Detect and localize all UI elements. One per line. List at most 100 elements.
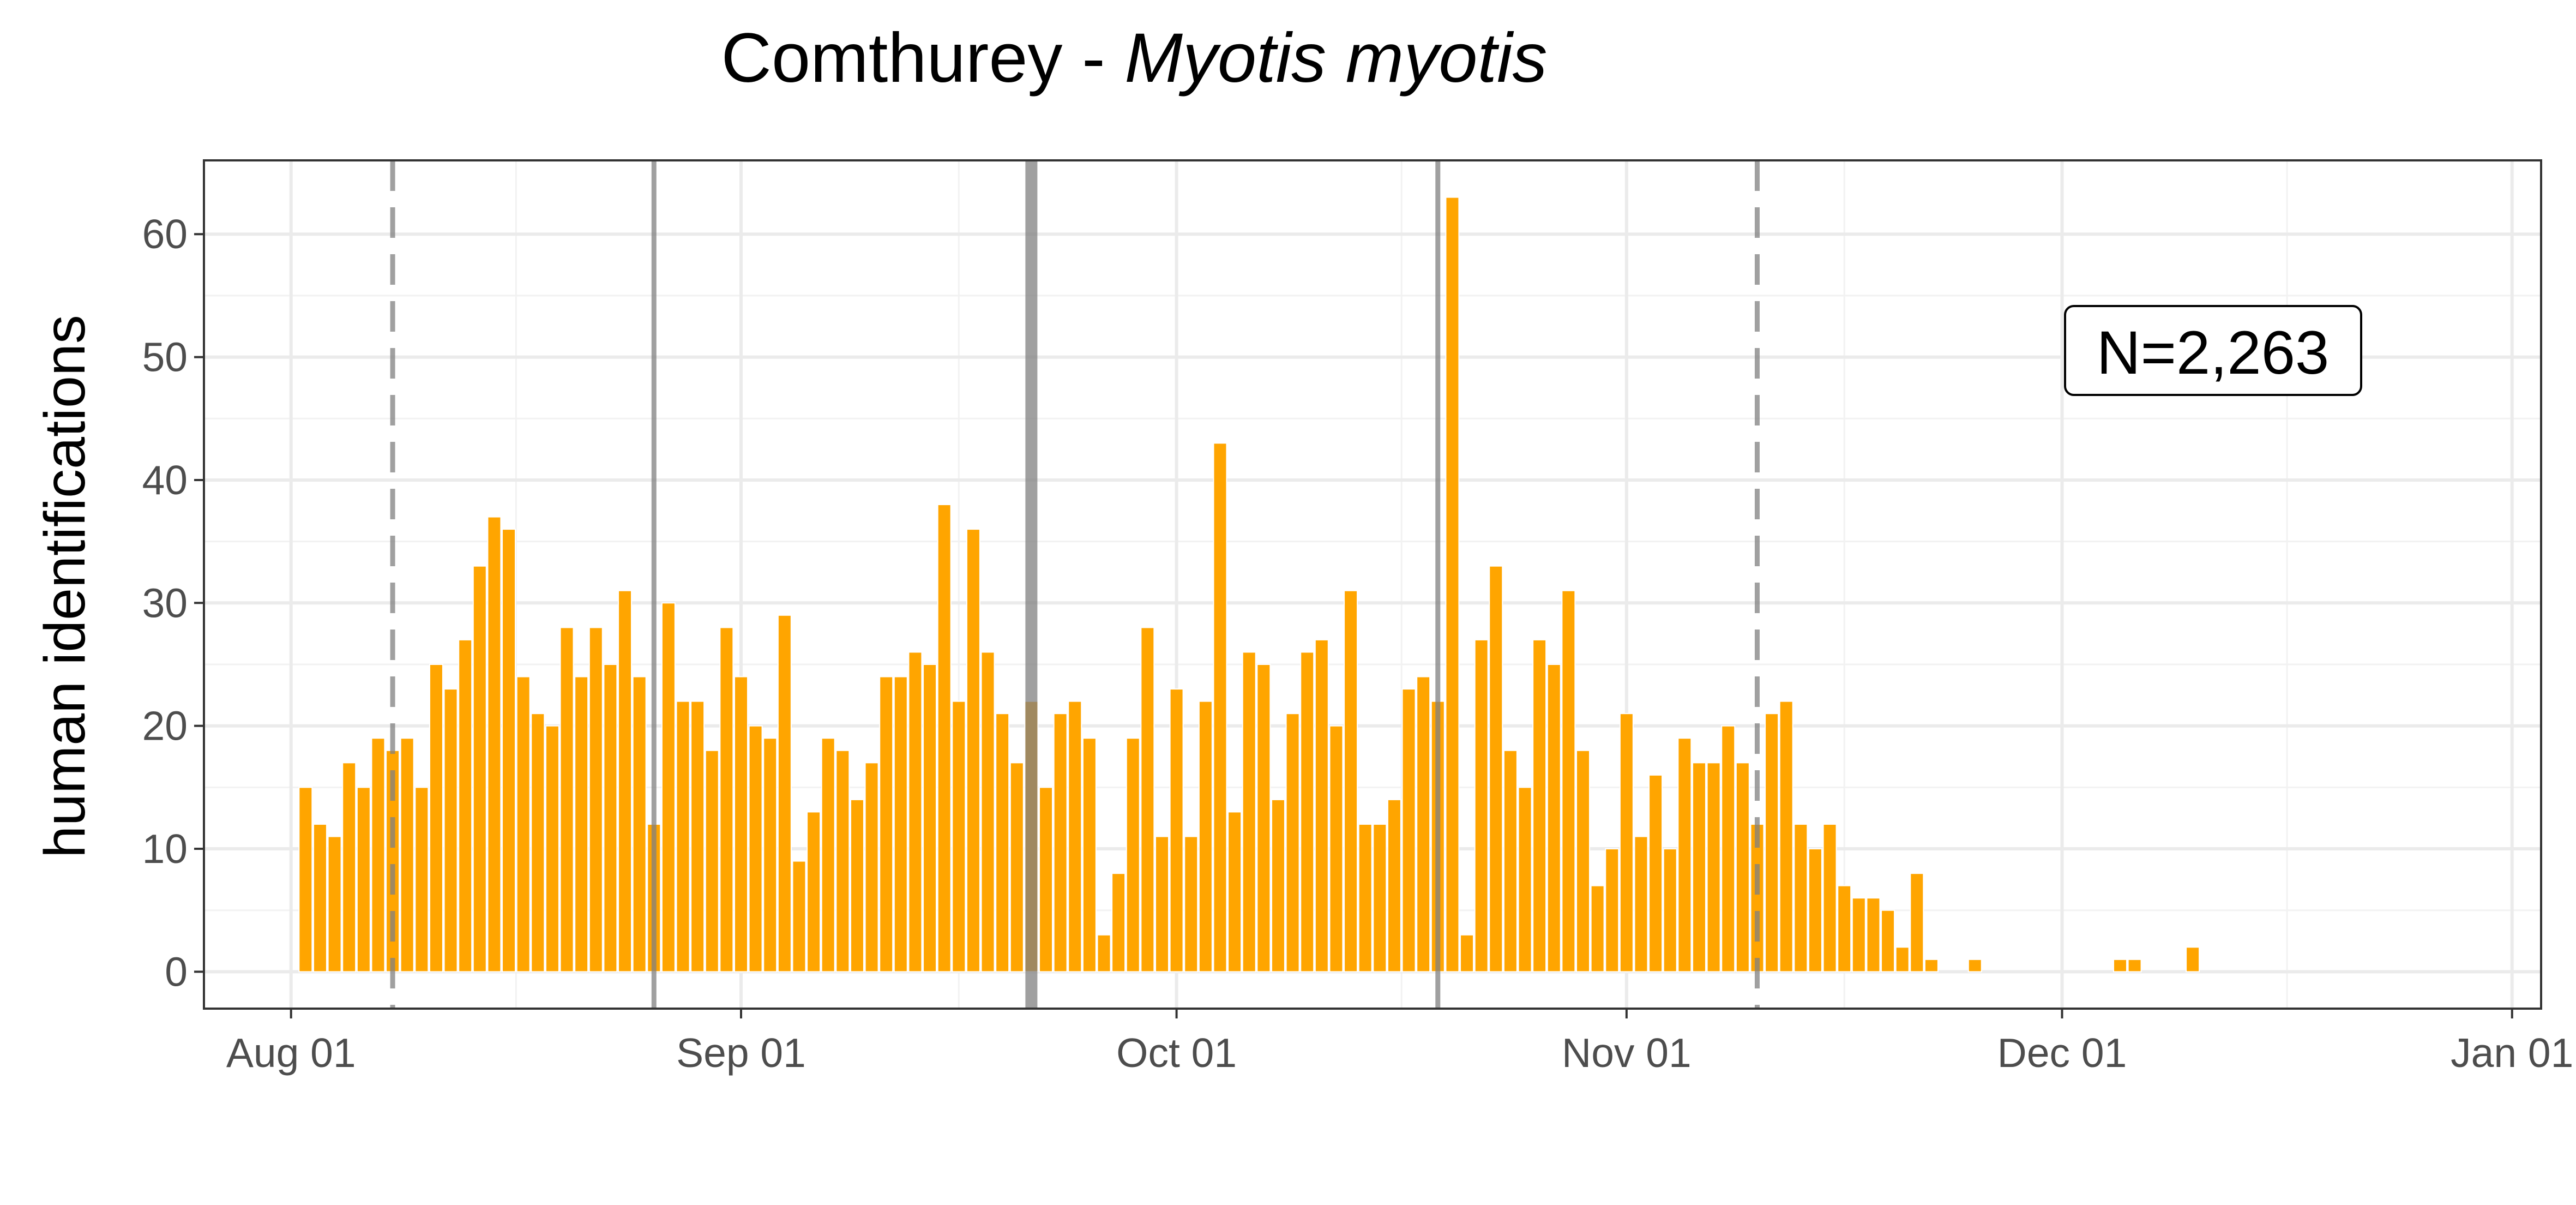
bar bbox=[937, 504, 952, 973]
bar bbox=[1460, 934, 1474, 973]
bar bbox=[1198, 700, 1213, 973]
bar bbox=[1416, 676, 1431, 973]
bar bbox=[1314, 639, 1329, 973]
bar bbox=[1735, 762, 1750, 973]
bar bbox=[1619, 713, 1634, 973]
bar bbox=[342, 762, 357, 973]
bar bbox=[1489, 565, 1503, 973]
bar bbox=[966, 529, 980, 973]
y-tick-label: 40 bbox=[142, 457, 188, 503]
bar bbox=[821, 738, 835, 973]
bar bbox=[893, 676, 908, 973]
bar bbox=[545, 725, 559, 973]
bar bbox=[952, 700, 966, 973]
x-tick-label: Dec 01 bbox=[1997, 1030, 2127, 1076]
bar bbox=[1837, 885, 1852, 973]
bar bbox=[1924, 958, 1939, 973]
bar bbox=[1126, 738, 1140, 973]
bar bbox=[414, 787, 429, 973]
bar bbox=[1169, 688, 1184, 973]
bar bbox=[792, 860, 806, 973]
x-tick-label: Oct 01 bbox=[1116, 1030, 1237, 1076]
bar bbox=[1765, 713, 1779, 973]
chart-title: Comthurey - Myotis myotis bbox=[721, 19, 1548, 97]
bar bbox=[1053, 713, 1068, 973]
bar bbox=[923, 663, 937, 973]
bar bbox=[312, 823, 327, 973]
bar bbox=[734, 676, 748, 973]
bar bbox=[1256, 663, 1271, 973]
chart-title-species: Myotis myotis bbox=[1124, 19, 1547, 97]
bar bbox=[1213, 442, 1227, 973]
bar bbox=[487, 516, 502, 973]
bar bbox=[1677, 738, 1692, 973]
bar bbox=[1082, 738, 1097, 973]
bar bbox=[1793, 823, 1808, 973]
y-tick-label: 0 bbox=[165, 949, 188, 994]
bar bbox=[1387, 799, 1401, 973]
bar bbox=[443, 688, 458, 973]
x-tick-label: Sep 01 bbox=[676, 1030, 806, 1076]
bar bbox=[1344, 590, 1358, 973]
bar bbox=[1590, 885, 1605, 973]
annotation-text: N=2,263 bbox=[2097, 319, 2330, 387]
bar bbox=[574, 676, 589, 973]
bar bbox=[516, 676, 531, 973]
bar bbox=[690, 700, 705, 973]
bar bbox=[1910, 873, 1924, 973]
bar bbox=[1808, 848, 1822, 973]
bar bbox=[763, 738, 778, 973]
axes: 0 10 20 30 40 50 60 Aug 01 Sep 01 Oct 01 Nov 01 Dec… bbox=[142, 211, 2574, 1076]
reference-lines bbox=[390, 160, 1760, 1009]
bar bbox=[1851, 897, 1866, 973]
bar bbox=[1576, 750, 1590, 973]
bar bbox=[1634, 836, 1648, 973]
bar bbox=[908, 651, 923, 973]
bar bbox=[705, 750, 719, 973]
x-tick-label: Jan 01 bbox=[2451, 1030, 2573, 1076]
bar bbox=[472, 565, 487, 973]
bar bbox=[1373, 823, 1387, 973]
bar bbox=[1329, 725, 1344, 973]
y-tick-label: 30 bbox=[142, 580, 188, 626]
bar bbox=[1967, 958, 1982, 973]
bar bbox=[980, 651, 995, 973]
bar bbox=[356, 787, 371, 973]
bar bbox=[1474, 639, 1489, 973]
bar bbox=[1546, 663, 1561, 973]
bar bbox=[864, 762, 879, 973]
bar bbox=[1895, 946, 1910, 973]
bar bbox=[661, 602, 676, 973]
bar bbox=[1648, 774, 1663, 973]
count-annotation: N=2,263 bbox=[2064, 305, 2362, 396]
bar bbox=[1227, 811, 1242, 973]
bars bbox=[298, 196, 2200, 973]
bar bbox=[1706, 762, 1721, 973]
bar bbox=[1532, 639, 1547, 973]
bar bbox=[588, 627, 603, 973]
plot-panel-border bbox=[203, 159, 2542, 1010]
bar bbox=[1271, 799, 1285, 973]
bar bbox=[502, 529, 516, 973]
bar bbox=[2186, 946, 2200, 973]
bar bbox=[1866, 897, 1881, 973]
bar bbox=[371, 738, 386, 973]
bar bbox=[777, 614, 792, 973]
bar bbox=[806, 811, 821, 973]
y-tick-label: 10 bbox=[142, 826, 188, 872]
bar bbox=[1605, 848, 1620, 973]
bar bbox=[298, 787, 313, 973]
bar bbox=[1009, 762, 1024, 973]
bar bbox=[458, 639, 473, 973]
bar bbox=[559, 627, 574, 973]
bar bbox=[1881, 909, 1895, 973]
bar bbox=[1300, 651, 1315, 973]
bar bbox=[1184, 836, 1199, 973]
bar bbox=[531, 713, 545, 973]
x-tick-label: Aug 01 bbox=[226, 1030, 356, 1076]
bar bbox=[1401, 688, 1416, 973]
bar bbox=[1445, 196, 1460, 973]
bar bbox=[1692, 762, 1706, 973]
